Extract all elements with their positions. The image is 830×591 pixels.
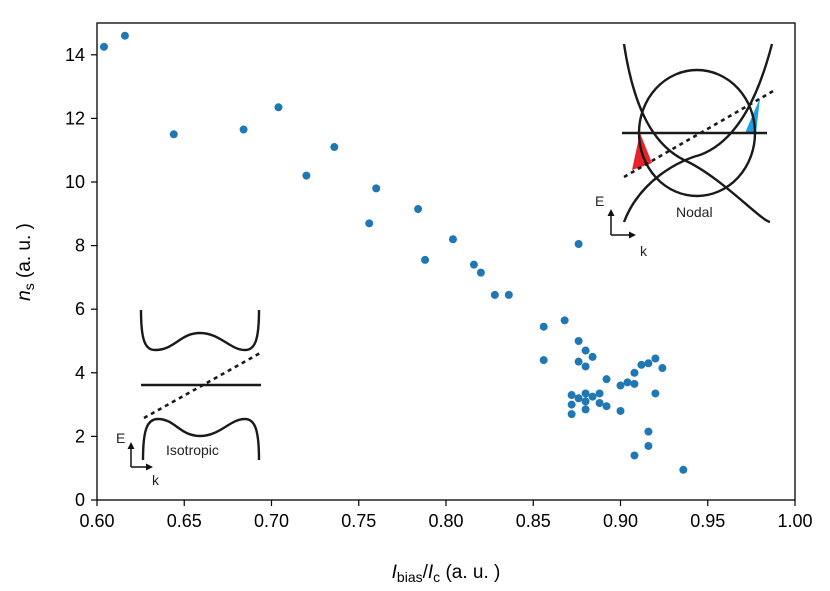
nodal-axes-icon <box>607 209 636 239</box>
data-point <box>623 378 632 387</box>
data-point <box>169 130 178 139</box>
data-point <box>630 451 639 460</box>
data-point <box>567 410 576 419</box>
data-point <box>539 322 548 331</box>
isotropic-axes-icon <box>127 442 153 471</box>
data-point <box>120 31 129 40</box>
data-point <box>574 357 583 366</box>
isotropic-label: Isotropic <box>166 442 219 458</box>
isotropic-energy-label: E <box>116 430 125 446</box>
data-point <box>630 368 639 377</box>
x-tick-label: 0.60 <box>79 511 114 531</box>
isotropic-momentum-label: k <box>152 472 160 488</box>
data-point <box>658 364 667 373</box>
data-point <box>644 441 653 450</box>
data-point <box>539 356 548 365</box>
data-point <box>274 103 283 112</box>
data-point <box>99 42 108 51</box>
y-tick-label: 12 <box>65 108 85 128</box>
data-point <box>630 379 639 388</box>
y-tick-label: 6 <box>75 299 85 319</box>
data-point <box>581 389 590 398</box>
x-axis: 0.60 0.65 0.70 0.75 0.80 0.85 0.90 0.95 1.00 <box>79 500 813 531</box>
data-point <box>616 406 625 415</box>
data-point <box>239 125 248 134</box>
data-point <box>581 405 590 414</box>
x-axis-label: Ibias/Ic (a. u. ) <box>392 562 501 585</box>
data-point <box>602 375 611 384</box>
data-point <box>651 389 660 398</box>
nodal-energy-label: E <box>595 193 604 209</box>
y-tick-label: 2 <box>75 426 85 446</box>
data-point <box>372 184 381 193</box>
data-point <box>616 381 625 390</box>
data-point <box>581 346 590 355</box>
x-tick-label: 0.85 <box>516 511 551 531</box>
nodal-right-parabola <box>622 43 774 223</box>
y-tick-label: 4 <box>75 363 85 383</box>
y-tick-label: 14 <box>65 45 85 65</box>
data-point <box>560 316 569 325</box>
x-tick-label: 0.75 <box>341 511 376 531</box>
data-point <box>567 400 576 409</box>
data-point <box>574 337 583 345</box>
data-point <box>574 394 583 403</box>
data-point <box>469 260 478 269</box>
nodal-inset <box>622 43 776 224</box>
y-axis-label: ns (a. u. ) <box>14 223 37 301</box>
nodal-momentum-label: k <box>640 243 648 259</box>
isotropic-inset <box>139 309 263 461</box>
data-point <box>448 235 457 244</box>
data-point <box>302 171 311 180</box>
data-point <box>595 399 604 408</box>
data-point <box>581 362 590 371</box>
data-point <box>504 290 513 299</box>
data-point <box>602 402 611 411</box>
isotropic-upper-band <box>139 309 261 352</box>
data-point <box>567 391 576 400</box>
data-point <box>644 359 653 368</box>
data-point <box>476 268 485 277</box>
data-point <box>679 465 688 474</box>
x-tick-label: 0.65 <box>167 511 202 531</box>
plot-frame <box>96 22 796 501</box>
data-point <box>588 392 597 401</box>
data-point <box>637 360 646 369</box>
x-tick-label: 1.00 <box>777 511 812 531</box>
y-tick-label: 10 <box>65 172 85 192</box>
data-point <box>595 389 604 398</box>
data-point <box>644 427 653 436</box>
data-point <box>421 255 430 264</box>
nodal-label: Nodal <box>676 204 713 220</box>
data-point <box>588 352 597 361</box>
nodal-dashed-line <box>623 88 776 179</box>
data-point <box>414 205 423 214</box>
x-tick-label: 0.95 <box>690 511 725 531</box>
x-tick-label: 0.80 <box>428 511 463 531</box>
y-axis: 0 2 4 6 8 10 12 14 <box>65 45 97 510</box>
y-tick-label: 0 <box>75 490 85 510</box>
data-point <box>574 240 583 249</box>
data-series <box>99 31 688 474</box>
data-point <box>490 290 499 299</box>
isotropic-lower-band <box>141 417 261 461</box>
isotropic-dashed-line <box>143 350 263 420</box>
data-point <box>651 354 660 363</box>
data-point <box>365 219 374 228</box>
y-tick-label: 8 <box>75 236 85 256</box>
x-tick-label: 0.70 <box>254 511 289 531</box>
x-tick-label: 0.90 <box>603 511 638 531</box>
data-point <box>581 397 590 406</box>
data-point <box>330 143 339 152</box>
